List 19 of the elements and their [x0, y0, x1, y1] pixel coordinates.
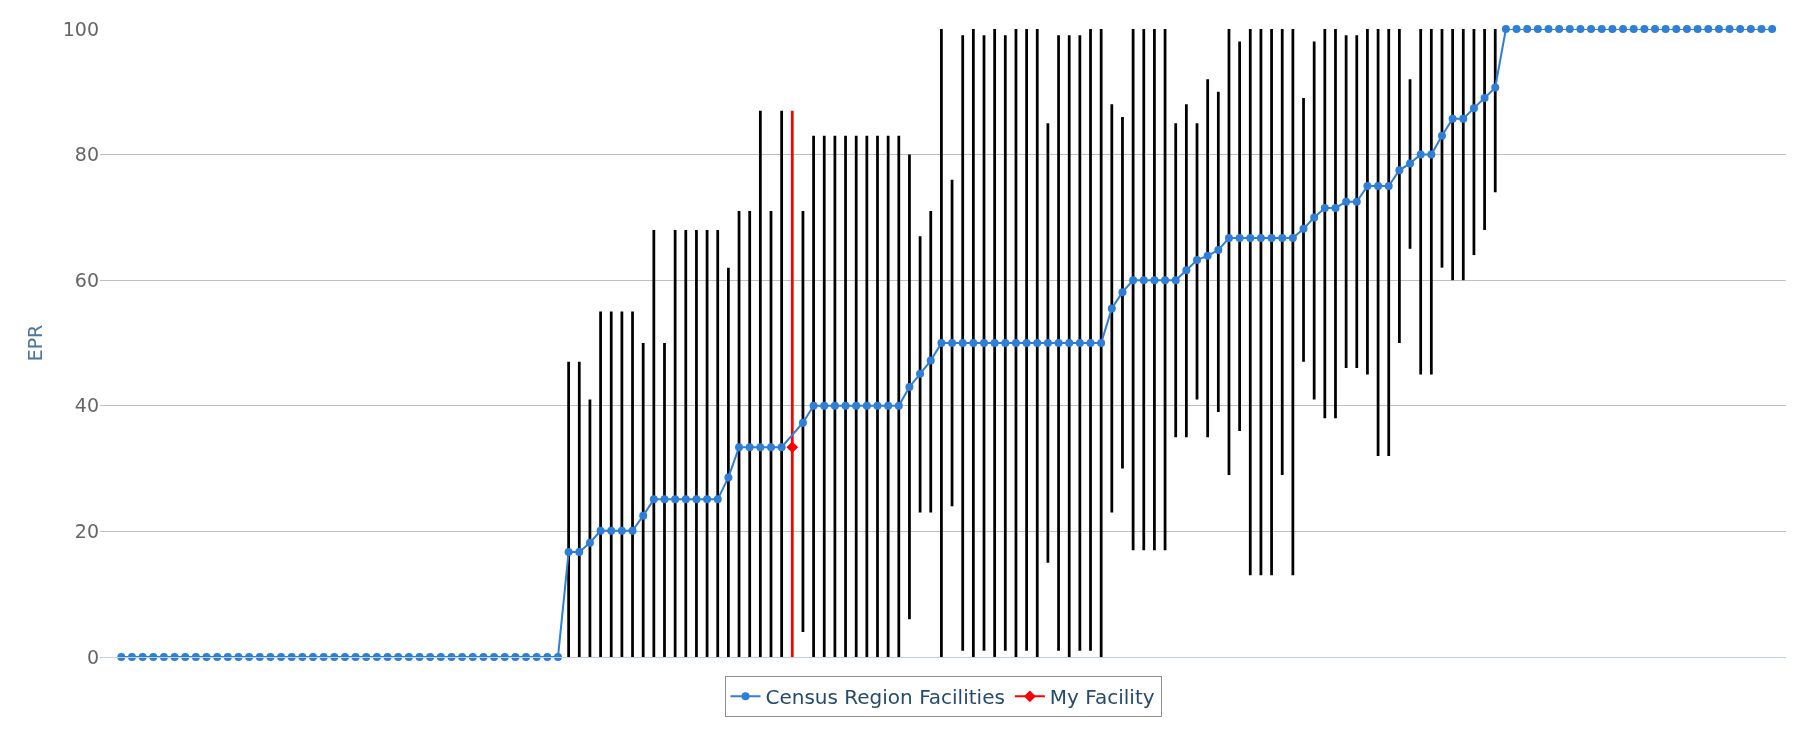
bar	[1078, 35, 1082, 651]
y-tick-label: 80	[74, 143, 99, 166]
y-tick-label: 20	[74, 520, 99, 543]
legend-label: Census Region Facilities	[765, 685, 1005, 710]
y-axis-title: EPR	[23, 324, 46, 362]
bar	[1131, 29, 1135, 551]
y-tick-label: 40	[74, 394, 99, 417]
legend-label: My Facility	[1049, 685, 1155, 710]
bar	[1291, 29, 1295, 576]
y-tick-label: 100	[62, 17, 99, 40]
bar	[1344, 35, 1348, 369]
bar	[1067, 35, 1071, 657]
bar	[673, 229, 677, 657]
bar	[1280, 29, 1284, 475]
bar	[886, 135, 890, 657]
y-tick-label: 60	[74, 268, 99, 291]
y-tick-label: 0	[86, 645, 99, 668]
bar	[865, 135, 869, 657]
bar	[790, 110, 794, 657]
